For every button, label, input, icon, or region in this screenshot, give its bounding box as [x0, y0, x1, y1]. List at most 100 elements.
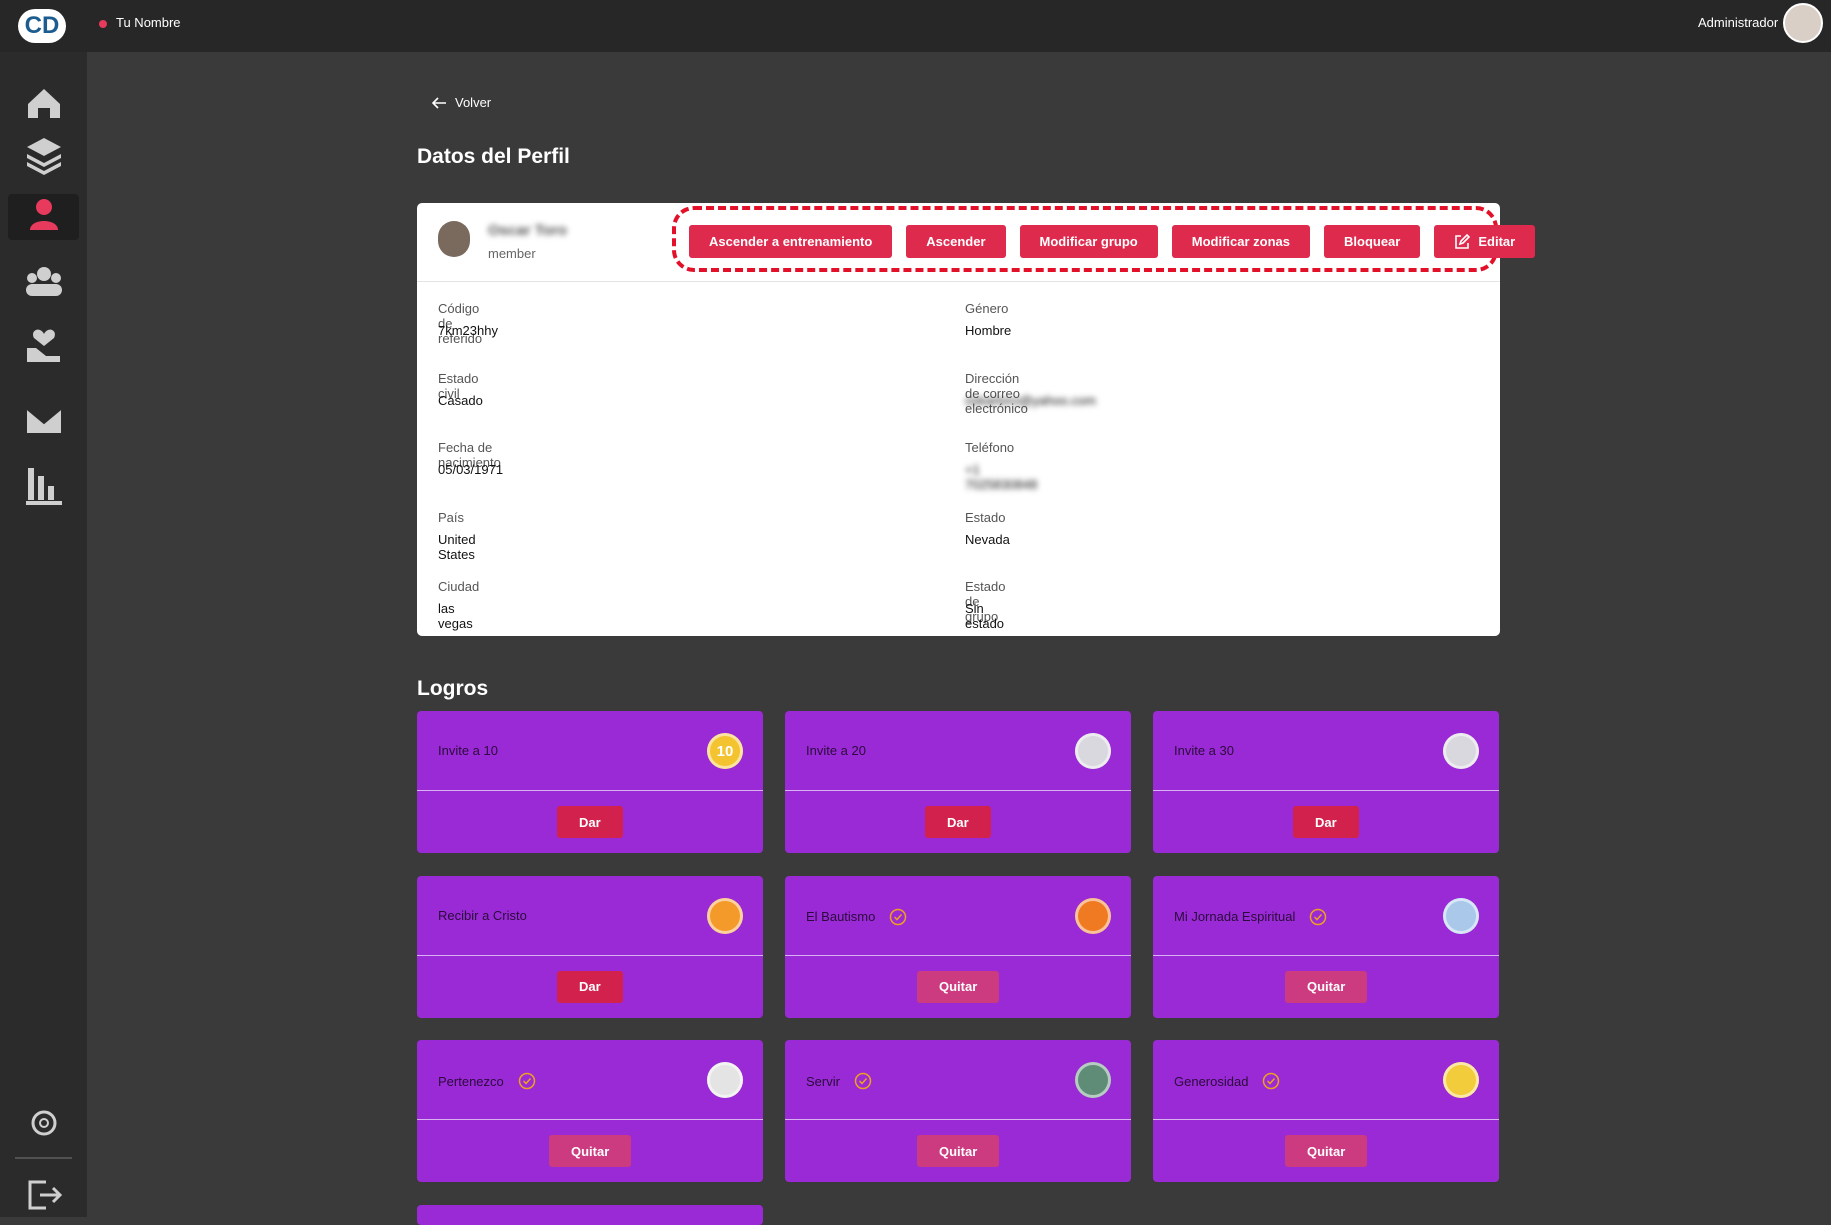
role: Administrador: [1698, 15, 1779, 30]
back-link[interactable]: Volver: [431, 95, 491, 110]
action-button[interactable]: Modificar grupo: [1019, 225, 1158, 258]
action-button[interactable]: Modificar zonas: [1171, 225, 1310, 258]
achievement-name: Generosidad: [1174, 1073, 1249, 1089]
achievement-button[interactable]: Quitar: [917, 1135, 1000, 1167]
medal: [1075, 733, 1111, 769]
action-label: Bloquear: [1344, 234, 1401, 249]
back-arrow: [431, 96, 446, 109]
field-label: Teléfono: [965, 440, 1015, 455]
profile-name: Oscar Toro: [488, 222, 567, 239]
achievement-row: Generosidad: [1174, 1072, 1280, 1090]
field-value: 7km23hhy: [438, 323, 498, 338]
profile-card: Oscar Toro member Ascender a entrenamien…: [417, 203, 1536, 636]
action-label: Editar: [1478, 234, 1516, 249]
achievement-name: Invite a 10: [438, 743, 498, 758]
back-text: Volver: [455, 95, 492, 110]
achievements-title: Logros: [417, 677, 489, 700]
field-value: Casado: [438, 392, 483, 408]
profile-icon[interactable]: [30, 199, 58, 230]
field-label: Ciudad: [438, 579, 480, 594]
edit-icon: [1455, 233, 1471, 249]
action-label: Modificar zonas: [1191, 234, 1290, 249]
achievement-card: Invite a 30 Dar: [1153, 711, 1499, 853]
field-value: las vegas: [438, 601, 473, 631]
achievement-card: Pertenezco Quitar: [417, 1040, 763, 1182]
medal: [1075, 1062, 1111, 1098]
settings-icon[interactable]: [31, 1110, 57, 1136]
achievement-button[interactable]: Dar: [557, 970, 623, 1003]
achievement-name: Recibir a Cristo: [438, 907, 527, 923]
settings-core: [39, 1118, 49, 1128]
medal: [707, 1062, 743, 1098]
field-value: Sin estado: [965, 601, 1005, 631]
earned-check: [1310, 908, 1327, 925]
earned-check: [890, 908, 907, 925]
achievement-row: El Bautismo: [806, 908, 907, 926]
profile-role: member: [488, 246, 536, 261]
sidebar: [0, 52, 87, 1217]
field-value: 05/03/1971: [438, 462, 504, 477]
action-label: Ascender a entrenamiento: [709, 234, 873, 249]
achievement-button[interactable]: Dar: [1293, 806, 1359, 838]
action-button[interactable]: Ascender a entrenamiento: [689, 225, 893, 258]
achievement-name: El Bautismo: [806, 909, 876, 924]
divider: [417, 790, 763, 791]
care-icon[interactable]: [27, 329, 60, 362]
achievement-card: Mi Jornada Espiritual Quitar: [1153, 875, 1499, 1018]
achievement-card: Servir Quitar: [785, 1040, 1131, 1182]
achievement-name: Pertenezco: [438, 1073, 504, 1089]
field-value: oskartoro@yahoo.com: [965, 392, 1096, 408]
profile-photo: [438, 221, 470, 257]
achievement-button[interactable]: Dar: [925, 806, 991, 838]
top-bar: CD Tu Nombre Administrador: [0, 0, 1831, 52]
achievement-card: Invite a 20 Dar: [785, 711, 1131, 853]
logout-icon[interactable]: [28, 1180, 63, 1210]
field-value: Nevada: [965, 531, 1010, 547]
layers-icon[interactable]: [27, 138, 61, 175]
field-label: Estado de grupo: [965, 579, 1006, 624]
user-name: Tu Nombre: [116, 15, 181, 30]
medal: [1443, 1062, 1479, 1098]
achievement-card: Generosidad Quitar: [1153, 1040, 1499, 1182]
achievement-name: Invite a 30: [1174, 743, 1234, 758]
divider: [417, 954, 763, 956]
active-nav: [8, 194, 79, 240]
medal: [1075, 897, 1111, 934]
achievement-row: Servir: [806, 1072, 872, 1090]
medal-text: 10: [716, 742, 734, 760]
group-icon[interactable]: [26, 267, 62, 296]
logo[interactable]: CD: [18, 9, 66, 43]
field-label: Género: [965, 301, 1009, 316]
field-label: País: [438, 509, 465, 525]
action-button[interactable]: Editar: [1434, 225, 1536, 258]
page-title: Datos del Perfil: [417, 145, 570, 168]
action-label: Modificar grupo: [1039, 234, 1138, 249]
medal: [707, 897, 743, 934]
status-dot: [99, 20, 107, 28]
mail-icon[interactable]: [25, 407, 63, 435]
achievement-button[interactable]: Dar: [557, 806, 623, 838]
achievement-row: Invite a 30: [1174, 743, 1234, 758]
achievement-name: Mi Jornada Espiritual: [1174, 909, 1296, 924]
field-value: United States: [438, 531, 476, 562]
achievement-button[interactable]: Quitar: [549, 1135, 632, 1167]
divider: [1153, 790, 1499, 791]
achievement-card: Recibir a Cristo Dar: [417, 875, 763, 1018]
field-value: Hombre: [965, 323, 1012, 338]
achievement-card: Invite a 10 10 Dar: [417, 711, 763, 853]
achievement-name: Invite a 20: [806, 743, 866, 758]
divider: [785, 954, 1131, 956]
achievement-button[interactable]: Quitar: [1285, 1135, 1368, 1167]
avatar[interactable]: [1783, 3, 1823, 43]
earned-check: [854, 1072, 872, 1090]
field-label: Estado: [965, 509, 1006, 525]
chart-icon[interactable]: [26, 468, 62, 505]
achievement-row: Pertenezco: [438, 1072, 536, 1090]
action-button[interactable]: Bloquear: [1324, 225, 1421, 258]
action-button[interactable]: Ascender: [906, 225, 1006, 258]
home-icon[interactable]: [28, 89, 60, 118]
achievement-row: Invite a 20: [806, 743, 866, 758]
divider: [417, 1119, 763, 1120]
achievement-button[interactable]: Quitar: [917, 970, 1000, 1003]
achievement-button[interactable]: Quitar: [1285, 970, 1368, 1003]
